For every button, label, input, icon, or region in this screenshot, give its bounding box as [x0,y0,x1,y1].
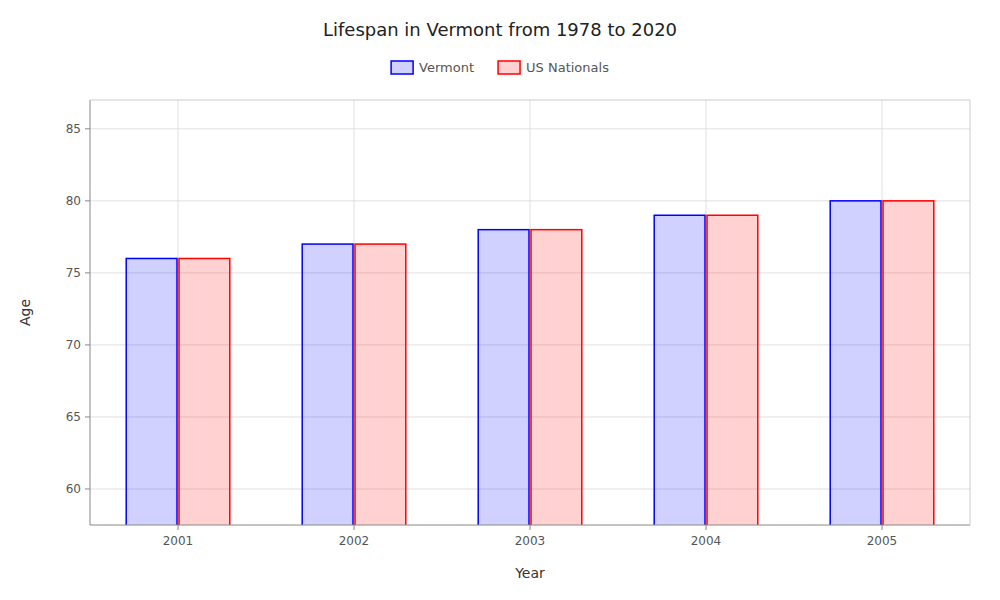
bars [126,201,934,525]
bar [531,230,582,525]
x-tick [530,525,531,530]
y-tick-label: 70 [66,338,81,352]
y-tick [85,488,90,489]
y-tick [85,200,90,201]
bar [179,258,230,525]
legend-swatch [498,61,520,74]
bar [355,244,406,525]
plot-frame-right [970,100,971,525]
chart-container: 60 65 70 75 80 85 2001 2002 2003 2004 2005 Year Age L… [0,0,1000,600]
y-tick-label: 85 [66,122,81,136]
legend-item: US Nationals [498,60,609,75]
x-tick [354,525,355,530]
y-tick [85,128,90,129]
legend-label: US Nationals [526,60,609,75]
y-tick [85,344,90,345]
x-tick-label: 2004 [691,534,722,548]
legend-item: Vermont [391,60,474,75]
legend-swatch [391,61,413,74]
bar [883,201,934,525]
y-tick [85,272,90,273]
x-tick-label: 2003 [515,534,546,548]
x-tick-label: 2005 [867,534,898,548]
bar [830,201,881,525]
plot-frame-top [90,100,970,101]
x-tick-label: 2002 [339,534,370,548]
y-axis-line [90,100,91,525]
chart: 60 65 70 75 80 85 2001 2002 2003 2004 2005 Year Age L… [0,0,1000,600]
title: Lifespan in Vermont from 1978 to 2020 [323,19,677,40]
bar [478,230,529,525]
y-tick-label: 80 [66,194,81,208]
y-tick-label: 60 [66,482,81,496]
y-tick-label: 75 [66,266,81,280]
legend-label: Vermont [419,60,474,75]
x-tick [882,525,883,530]
bar [126,258,177,525]
bar [302,244,353,525]
bar [707,215,758,525]
x-axis-label: Year [514,565,545,581]
legend: Vermont US Nationals [391,60,609,75]
y-axis-label: Age [17,299,33,326]
axes: 60 65 70 75 80 85 2001 2002 2003 2004 2005 [66,100,970,548]
x-tick-label: 2001 [163,534,194,548]
y-tick [85,416,90,417]
x-tick [178,525,179,530]
y-tick-label: 65 [66,410,81,424]
bar [654,215,705,525]
x-tick [706,525,707,530]
